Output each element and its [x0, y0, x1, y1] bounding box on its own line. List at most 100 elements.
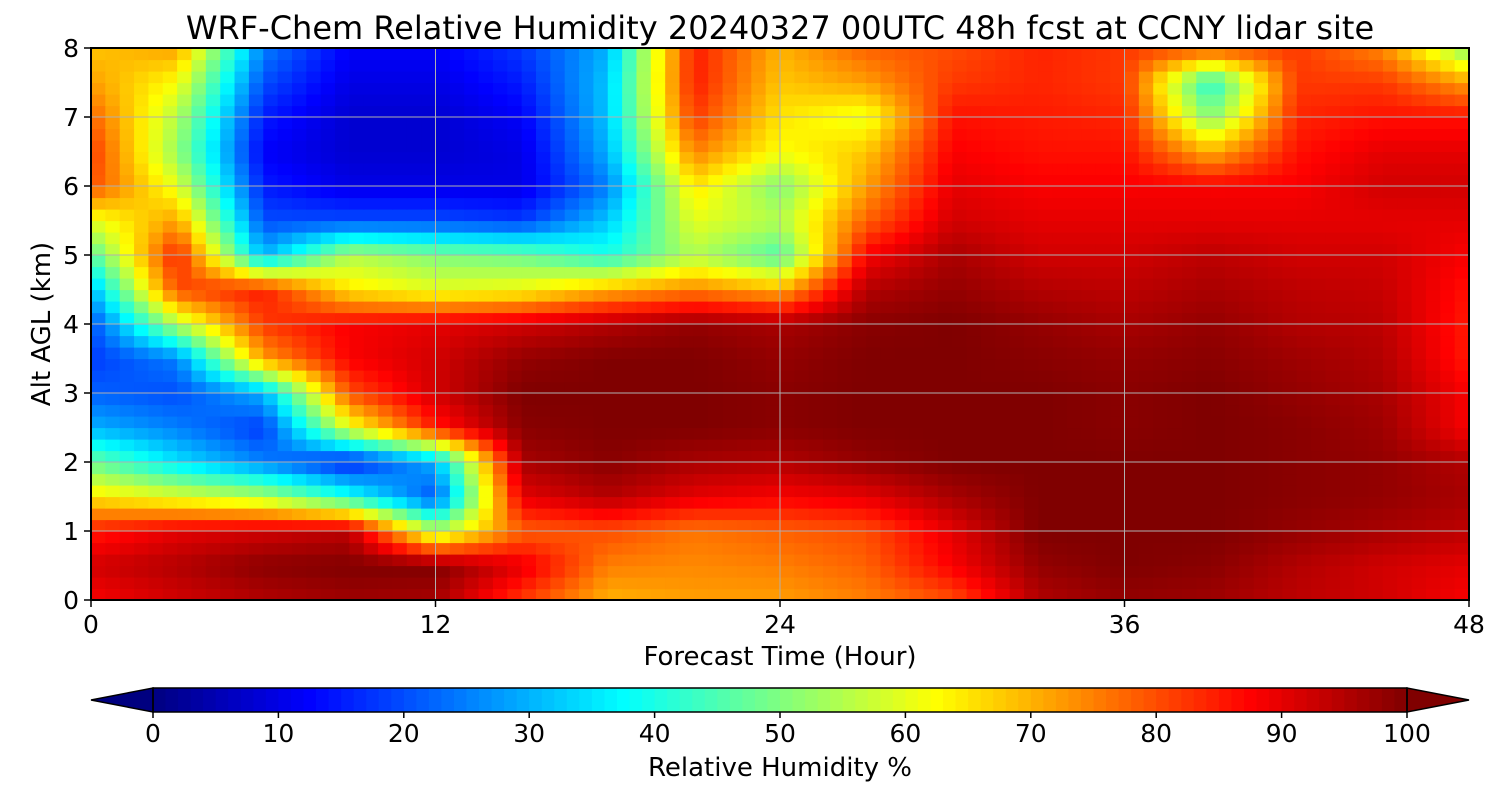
- heatmap-cell: [736, 508, 752, 521]
- heatmap-cell: [392, 588, 408, 600]
- heatmap-cell: [148, 186, 164, 199]
- heatmap-cell: [1009, 117, 1025, 130]
- colorbar-segment: [817, 688, 831, 712]
- heatmap-cell: [808, 289, 824, 302]
- heatmap-cell: [550, 128, 566, 141]
- heatmap-cell: [148, 335, 164, 348]
- heatmap-cell: [248, 347, 264, 360]
- heatmap-cell: [205, 473, 221, 486]
- heatmap-cell: [1038, 473, 1054, 486]
- heatmap-cell: [521, 404, 537, 417]
- heatmap-cell: [550, 243, 566, 256]
- heatmap-cell: [1253, 335, 1269, 348]
- heatmap-cell: [1368, 577, 1384, 590]
- heatmap-cell: [320, 565, 336, 578]
- heatmap-cell: [1110, 508, 1126, 521]
- heatmap-cell: [306, 450, 322, 463]
- heatmap-cell: [277, 404, 293, 417]
- heatmap-cell: [923, 128, 939, 141]
- heatmap-cell: [1110, 450, 1126, 463]
- heatmap-cell: [837, 565, 853, 578]
- heatmap-cell: [1253, 427, 1269, 440]
- heatmap-cell: [995, 105, 1011, 118]
- heatmap-cell: [1038, 82, 1054, 95]
- heatmap-cell: [248, 531, 264, 544]
- heatmap-cell: [1382, 393, 1398, 406]
- heatmap-cell: [205, 71, 221, 84]
- heatmap-cell: [708, 358, 724, 371]
- heatmap-cell: [335, 278, 350, 291]
- heatmap-cell: [1167, 381, 1183, 394]
- heatmap-cell: [492, 255, 508, 268]
- heatmap-cell: [851, 347, 867, 360]
- heatmap-cell: [148, 312, 164, 325]
- heatmap-cell: [464, 266, 480, 279]
- heatmap-cell: [335, 105, 350, 118]
- heatmap-cell: [1311, 358, 1327, 371]
- heatmap-cell: [995, 163, 1011, 176]
- heatmap-cell: [406, 59, 422, 72]
- heatmap-cell: [751, 140, 767, 153]
- heatmap-cell: [550, 140, 566, 153]
- heatmap-cell: [1454, 588, 1469, 600]
- heatmap-cell: [521, 163, 537, 176]
- heatmap-cell: [421, 565, 437, 578]
- heatmap-cell: [880, 301, 896, 314]
- heatmap-cell: [1052, 577, 1068, 590]
- colorbar-segment: [780, 688, 794, 712]
- heatmap-cell: [894, 163, 910, 176]
- heatmap-cell: [291, 266, 307, 279]
- heatmap-cell: [1210, 59, 1226, 72]
- heatmap-cell: [1411, 508, 1427, 521]
- heatmap-cell: [435, 140, 451, 153]
- heatmap-cell: [277, 508, 293, 521]
- heatmap-cell: [349, 358, 365, 371]
- heatmap-cell: [277, 151, 293, 164]
- heatmap-cell: [1124, 289, 1140, 302]
- colorbar-segment: [391, 688, 405, 712]
- heatmap-cell: [320, 450, 336, 463]
- heatmap-cell: [622, 485, 638, 498]
- heatmap-cell: [1339, 82, 1355, 95]
- heatmap-cell: [263, 220, 279, 233]
- heatmap-cell: [1210, 554, 1226, 567]
- heatmap-cell: [995, 462, 1011, 475]
- heatmap-cell: [1440, 128, 1456, 141]
- heatmap-cell: [1110, 151, 1126, 164]
- heatmap-cell: [607, 324, 623, 337]
- heatmap-cell: [378, 209, 394, 222]
- heatmap-cell: [535, 358, 551, 371]
- heatmap-cell: [952, 531, 968, 544]
- heatmap-cell: [1382, 128, 1398, 141]
- heatmap-cell: [191, 393, 207, 406]
- heatmap-cell: [607, 427, 623, 440]
- heatmap-cell: [392, 358, 408, 371]
- heatmap-cell: [1052, 427, 1068, 440]
- heatmap-cell: [1081, 450, 1097, 463]
- heatmap-cell: [937, 197, 953, 210]
- heatmap-cell: [148, 301, 164, 314]
- heatmap-cell: [105, 473, 121, 486]
- heatmap-cell: [837, 163, 853, 176]
- heatmap-cell: [866, 105, 882, 118]
- heatmap-cell: [91, 335, 106, 348]
- heatmap-cell: [665, 519, 681, 532]
- heatmap-cell: [1138, 163, 1154, 176]
- heatmap-cell: [1311, 508, 1327, 521]
- heatmap-cell: [1224, 140, 1240, 153]
- heatmap-cell: [1196, 301, 1212, 314]
- heatmap-cell: [119, 163, 135, 176]
- heatmap-cell: [579, 255, 594, 268]
- heatmap-cell: [478, 565, 494, 578]
- colorbar-segment: [1055, 688, 1070, 712]
- heatmap-cell: [1425, 48, 1441, 61]
- heatmap-cell: [665, 48, 681, 61]
- heatmap-cell: [693, 439, 709, 452]
- heatmap-cell: [177, 94, 193, 107]
- heatmap-cell: [1210, 324, 1226, 337]
- heatmap-cell: [937, 416, 953, 429]
- heatmap-cell: [1354, 151, 1370, 164]
- heatmap-cell: [507, 197, 523, 210]
- heatmap-cell: [808, 186, 824, 199]
- heatmap-cell: [277, 588, 293, 600]
